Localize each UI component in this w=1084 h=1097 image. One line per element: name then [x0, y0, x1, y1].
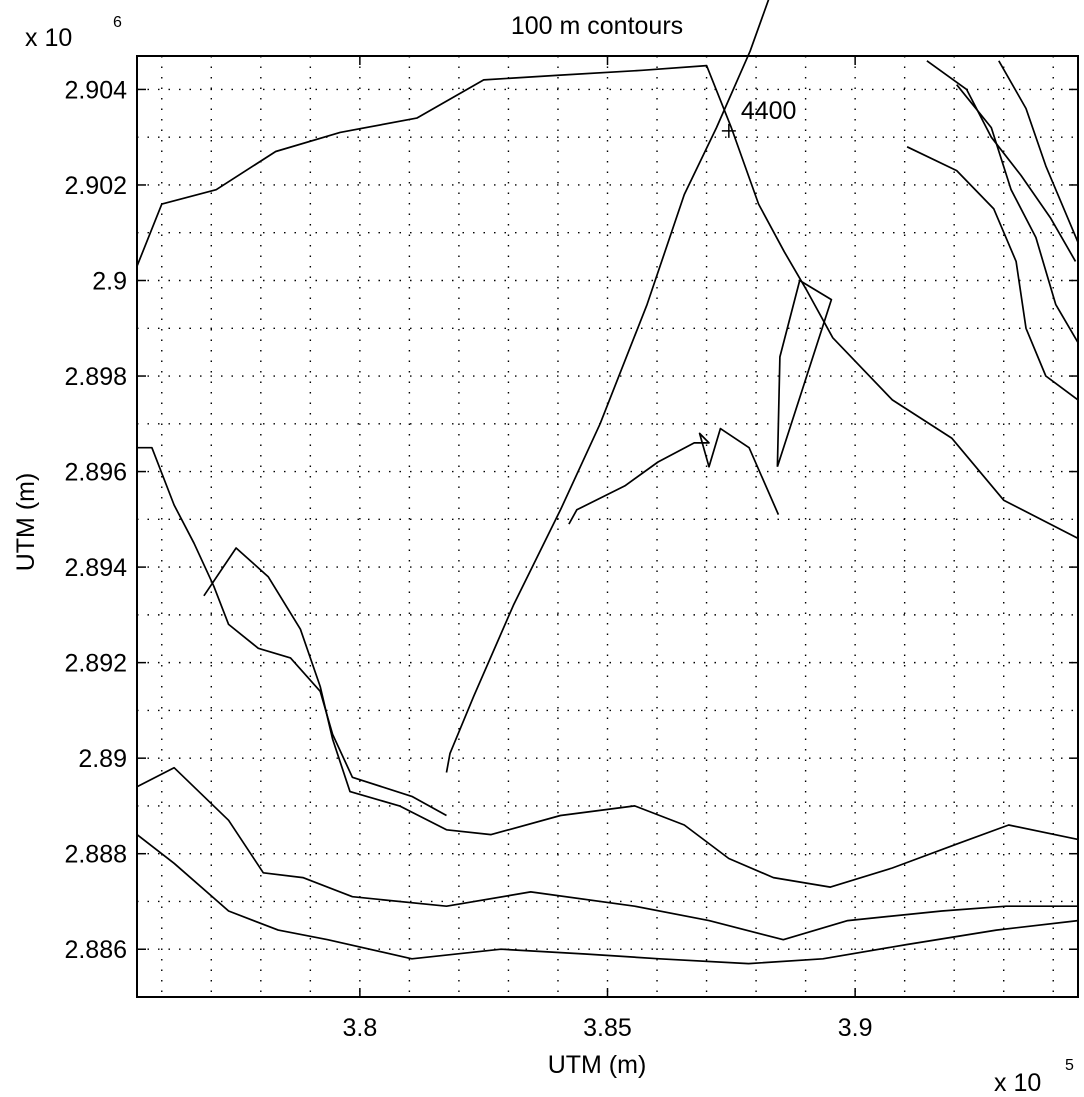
- y-tick-label-0: 2.886: [64, 936, 127, 964]
- contour-line-7: [998, 60, 1079, 243]
- y-tick-label-7: 2.9: [92, 268, 127, 296]
- x-axis-label: UTM (m): [548, 1051, 647, 1079]
- contour-annotation-label: 4400: [741, 97, 797, 125]
- y-tick-label-5: 2.896: [64, 459, 127, 487]
- contour-line-2: [137, 446, 447, 817]
- contour-line-6: [956, 84, 1079, 344]
- x-tick-label-0: 3.8: [342, 1014, 377, 1042]
- contour-line-1: [203, 547, 1079, 888]
- y-tick-label-3: 2.892: [64, 650, 127, 678]
- contour-line-8: [926, 60, 1077, 262]
- y-axis-multiplier: x 10 6: [25, 14, 122, 52]
- x-tick-label-2: 3.9: [838, 1014, 873, 1042]
- track-line: [445, 0, 770, 773]
- y-tick-label-4: 2.894: [64, 554, 127, 582]
- y-tick-label-2: 2.89: [78, 745, 127, 773]
- plot-frame: [136, 55, 1079, 998]
- contour-line-5: [906, 146, 1079, 401]
- track-spur: [568, 427, 780, 525]
- y-tick-label-8: 2.902: [64, 172, 127, 200]
- x-axis-multiplier: x 10 5: [994, 1057, 1074, 1097]
- y-tick-label-6: 2.898: [64, 363, 127, 391]
- track-loop: [776, 279, 833, 468]
- y-tick-label-9: 2.904: [64, 76, 127, 104]
- y-multiplier-exponent: 6: [113, 14, 122, 31]
- axis-ticks: 3.8 3.85 3.9 2.886 2.888 2.89 2.892 2.894 2.896 2…: [64, 56, 1078, 1042]
- x-tick-label-1: 3.85: [583, 1014, 632, 1042]
- contour-line-0: [136, 64, 1079, 540]
- y-multiplier-base: x 10: [25, 24, 72, 52]
- track-layer: [445, 0, 833, 773]
- x-multiplier-base: x 10: [994, 1069, 1041, 1097]
- contour-line-4: [136, 833, 1079, 965]
- chart-title: 100 m contours: [511, 12, 683, 40]
- y-tick-label-1: 2.888: [64, 841, 127, 869]
- contour-line-3: [136, 766, 1078, 941]
- contour-lines: [136, 60, 1079, 965]
- x-multiplier-exponent: 5: [1065, 1057, 1074, 1074]
- grid: [137, 56, 1078, 998]
- y-axis-label: UTM (m): [12, 473, 40, 572]
